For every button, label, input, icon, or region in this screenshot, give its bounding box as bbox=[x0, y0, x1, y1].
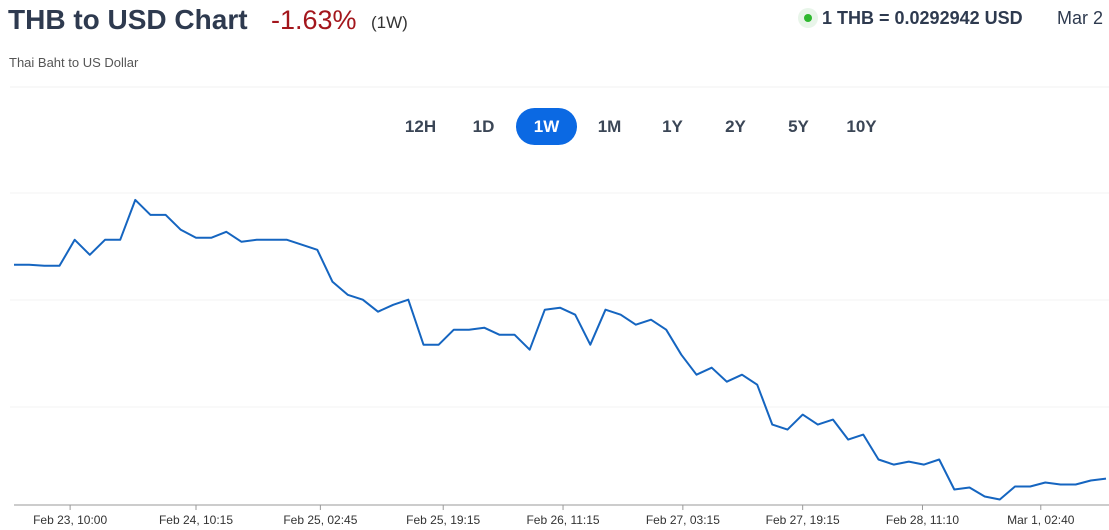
change: -1.63% bbox=[271, 5, 357, 35]
range-button[interactable]: 1Y bbox=[662, 117, 683, 136]
range-button[interactable]: 12H bbox=[404, 117, 437, 136]
x-tick-label: Feb 28, 11:10 bbox=[886, 513, 959, 527]
range-button[interactable]: 1M bbox=[597, 117, 622, 136]
rate: 1 THB = 0.0292942 USD bbox=[822, 8, 1023, 28]
x-tick-label: Feb 25, 19:15 bbox=[406, 513, 480, 527]
range-buttons: 12H 1D 1W 1M 1Y 2Y 5Y 10Y bbox=[390, 108, 894, 145]
range-button[interactable]: 1W bbox=[516, 108, 577, 145]
live-dot bbox=[798, 8, 818, 28]
range-button[interactable]: 2Y bbox=[725, 117, 746, 136]
range-button[interactable]: 1D bbox=[472, 117, 495, 136]
x-tick-label: Feb 23, 10:00 bbox=[33, 513, 107, 527]
x-tick-label: Feb 27, 19:15 bbox=[766, 513, 840, 527]
title: THB to USD Chart bbox=[8, 4, 248, 35]
x-tick-label: Feb 27, 03:15 bbox=[646, 513, 720, 527]
x-tick-label: Feb 24, 10:15 bbox=[159, 513, 233, 527]
price-line bbox=[14, 198, 1107, 501]
range-button[interactable]: 10Y bbox=[846, 117, 877, 136]
range-button[interactable]: 5Y bbox=[788, 117, 809, 136]
x-tick-label: Mar 1, 02:40 bbox=[1007, 513, 1075, 527]
x-tick-label: Feb 25, 02:45 bbox=[283, 513, 357, 527]
subtitle: Thai Baht to US Dollar bbox=[9, 55, 139, 70]
x-tick-label: Feb 26, 11:15 bbox=[526, 513, 599, 527]
date: Mar 2 bbox=[1057, 8, 1104, 28]
period: (1W) bbox=[371, 13, 408, 32]
